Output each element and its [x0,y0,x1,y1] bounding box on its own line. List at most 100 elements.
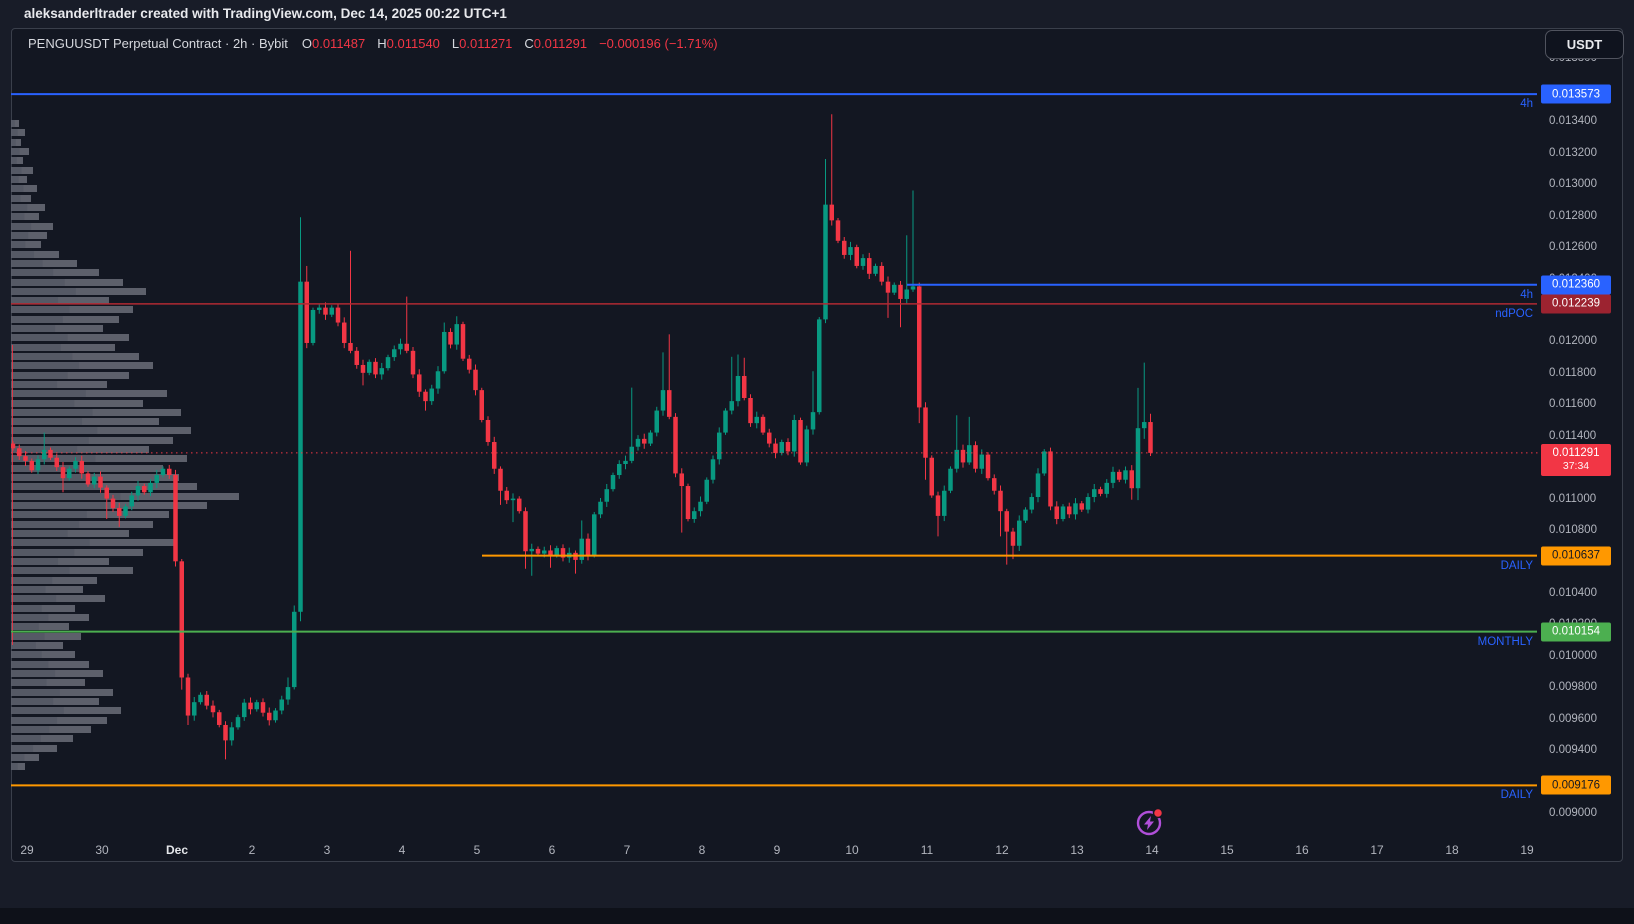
current-price-label: 0.011291 37:34 [1541,443,1611,476]
candle-body [192,702,197,716]
volume-profile-row [11,288,146,295]
candle-body [185,677,191,716]
candle-body [879,265,884,282]
candle-body [329,307,334,315]
price-label-pill: 0.013573 [1541,84,1611,104]
volume-profile-row-dark [11,670,56,677]
volume-profile-row-dark [11,418,83,425]
candle-body [923,407,928,458]
price-tick: 0.010400 [1549,586,1597,599]
ohlc-high: H0.011540 [377,36,440,51]
volume-profile-row [11,717,107,724]
candle-body [148,482,153,493]
volume-profile-row-dark [11,390,86,397]
price-tick: 0.013000 [1549,178,1597,191]
candle-body [735,375,741,402]
candle-body [210,705,216,713]
level-line-tag: 4h [1520,288,1533,301]
volume-profile-row-dark [11,288,76,295]
candle-body [642,438,647,444]
candle-body [1142,422,1147,429]
candle-body [267,712,272,721]
volume-profile-row-dark [11,614,49,621]
volume-profile-row-dark [11,763,18,770]
bottom-strip [0,908,1634,924]
time-tick: 16 [1295,843,1309,857]
volume-profile-row-dark [11,586,46,593]
volume-profile-row [11,623,69,630]
volume-profile-row [11,549,143,556]
candle-body [654,410,659,433]
candle-body [592,514,597,556]
candle-body [560,548,566,558]
candle-body [492,442,497,469]
volume-profile-row-dark [11,400,75,407]
candle-body [17,448,22,457]
volume-profile-row-dark [11,595,57,602]
candle-body [1073,503,1078,515]
candle-body [823,204,828,320]
volume-profile-row [11,279,123,286]
time-tick: 9 [773,843,781,857]
level-line-tag: DAILY [1500,559,1533,572]
volume-profile-row [11,651,75,658]
candle-body [229,727,234,741]
candle-body [79,460,84,474]
volume-profile-row [11,381,107,388]
volume-profile-row-dark [11,232,29,239]
currency-toggle-button[interactable]: USDT [1545,30,1624,59]
candle-body [442,331,447,372]
volume-profile-row [11,167,33,174]
price-label-pill: 0.010154 [1541,622,1611,642]
volume-profile-row-dark [11,157,17,164]
candle-body [410,350,416,375]
price-tick: 0.009800 [1549,681,1597,694]
volume-profile-row-dark [11,726,50,733]
candle-body [360,364,366,373]
volume-profile-row-dark [11,549,75,556]
time-tick: 14 [1145,843,1159,857]
candle-body [279,699,284,711]
notification-dot [1152,807,1164,819]
volume-profile-row-dark [11,717,58,724]
candle-body [710,459,716,480]
ohlc-close: C0.011291 [524,36,588,51]
volume-profile-row-dark [11,642,36,649]
volume-profile-row [11,465,163,472]
ohlc-values: O0.011487 H0.011540 L0.011271 C0.011291 … [302,36,718,51]
volume-profile-row [11,325,103,332]
candle-body [729,401,734,411]
candlestick-chart[interactable] [11,28,1623,862]
volume-profile-row-dark [11,530,68,537]
volume-profile-row [11,427,191,434]
candle-body [448,331,453,345]
candle-body [173,475,178,562]
volume-profile-row [11,176,27,183]
events-lightning-icon[interactable] [1134,808,1166,840]
candle-body [1035,473,1041,498]
candle-body [954,449,959,469]
candle-body [892,284,897,293]
candle-body [1117,471,1122,480]
volume-profile-row-dark [11,129,18,136]
price-tick: 0.012600 [1549,241,1597,254]
candle-body [260,702,266,713]
candle-body [335,307,341,323]
volume-profile-row [11,493,239,500]
volume-profile-row [11,418,159,425]
volume-profile-row [11,129,25,136]
volume-profile-row-dark [11,493,121,500]
candle-body [310,309,316,343]
candle-body [117,508,122,516]
candle-body [842,240,847,255]
candle-body [504,490,509,501]
candle-body [385,357,391,369]
candle-body [217,712,222,725]
candle-body [154,475,159,483]
candle-body [73,460,78,469]
time-tick: 15 [1220,843,1234,857]
price-tick: 0.013200 [1549,146,1597,159]
candle-body [379,368,384,375]
candle-body [198,694,203,703]
volume-profile-row-dark [11,269,54,276]
